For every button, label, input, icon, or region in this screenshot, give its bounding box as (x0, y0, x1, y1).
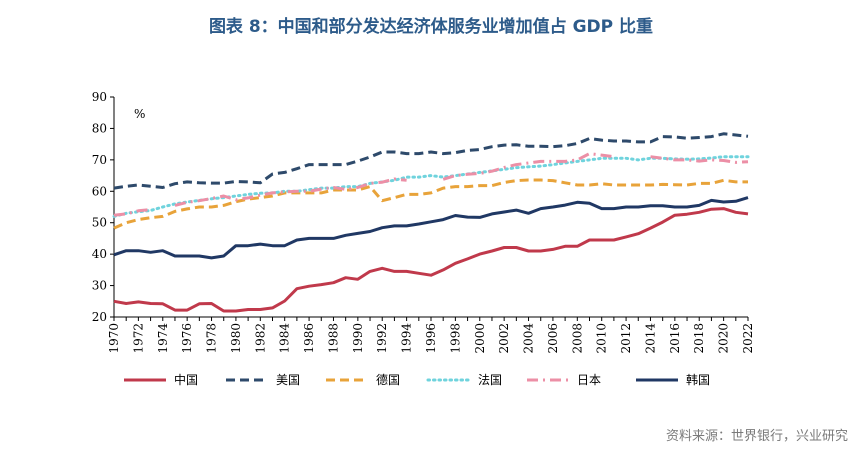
x-tick-label: 1998 (448, 323, 462, 354)
x-tick-label: 2000 (473, 323, 487, 354)
series-line (113, 178, 748, 230)
y-tick-label: 30 (92, 279, 107, 293)
series-layer (112, 132, 750, 313)
x-tick-label: 1980 (229, 323, 243, 354)
series-line (650, 155, 749, 164)
x-tick-label: 2006 (546, 323, 560, 354)
series-line (442, 152, 615, 181)
x-tick-label: 1994 (400, 323, 414, 354)
x-tick-label: 2004 (522, 323, 536, 354)
series-line (113, 208, 151, 217)
chart-title: 图表 8：中国和部分发达经济体服务业增加值占 GDP 比重 (208, 17, 654, 37)
axes: 20 30 40 50 60 70 80 90% 1970 1972 1974 1976 1978 198… (92, 90, 755, 354)
unit-label: % (134, 107, 145, 121)
x-tick-label: 1992 (375, 323, 389, 354)
x-tick-label: 2016 (668, 323, 682, 354)
x-tick-label: 1976 (180, 323, 194, 354)
series-line (112, 155, 750, 218)
series-3 (112, 155, 750, 218)
y-tick-label: 70 (92, 153, 107, 167)
y-tick-label: 50 (92, 216, 107, 230)
x-tick-label: 2002 (497, 323, 511, 354)
series-line (174, 177, 407, 207)
x-tick-label: 2020 (717, 323, 731, 354)
x-tick-label: 2022 (741, 323, 755, 354)
legend-label: 法国 (478, 373, 502, 387)
legend-label: 日本 (577, 373, 601, 387)
source-note: 资料来源：世界银行，兴业研究 (665, 429, 848, 444)
legend-item: 中国 (124, 372, 198, 387)
legend-item: 法国 (426, 373, 502, 387)
series-4 (113, 152, 749, 217)
series-0 (113, 207, 749, 313)
y-tick-label: 80 (92, 121, 107, 135)
legend-label: 韩国 (686, 372, 710, 387)
series-5 (113, 196, 749, 260)
x-tick-label: 2012 (619, 323, 633, 354)
legend-item: 日本 (527, 373, 601, 387)
x-tick-label: 1984 (278, 323, 292, 354)
legend: 中国 美国 德国 法国 日本 韩国 (124, 372, 710, 387)
series-line (113, 132, 749, 190)
y-tick-label: 60 (92, 184, 107, 198)
y-tick-label: 20 (92, 310, 107, 324)
series-1 (113, 132, 749, 190)
x-tick-label: 1978 (205, 323, 219, 354)
series-line (113, 207, 749, 313)
legend-item: 韩国 (636, 372, 710, 387)
y-tick-label: 90 (92, 90, 107, 104)
x-tick-label: 1990 (351, 323, 365, 354)
legend-item: 德国 (326, 372, 400, 387)
x-tick-label: 1982 (253, 323, 267, 354)
series-line (113, 196, 749, 260)
x-tick-label: 2014 (643, 323, 657, 354)
x-tick-label: 1986 (302, 323, 316, 354)
x-tick-label: 2008 (570, 323, 584, 354)
y-tick-label: 40 (92, 247, 107, 261)
x-tick-label: 1996 (424, 323, 438, 354)
x-tick-label: 2010 (595, 323, 609, 354)
x-tick-label: 1974 (156, 323, 170, 354)
x-tick-label: 1970 (107, 323, 121, 354)
x-tick-label: 1988 (326, 323, 340, 354)
legend-label: 德国 (376, 372, 400, 387)
series-2 (113, 178, 748, 230)
x-tick-label: 1972 (131, 323, 145, 354)
legend-label: 美国 (276, 373, 300, 387)
legend-item: 美国 (226, 373, 300, 387)
legend-label: 中国 (174, 372, 198, 387)
x-tick-label: 2018 (692, 323, 706, 354)
